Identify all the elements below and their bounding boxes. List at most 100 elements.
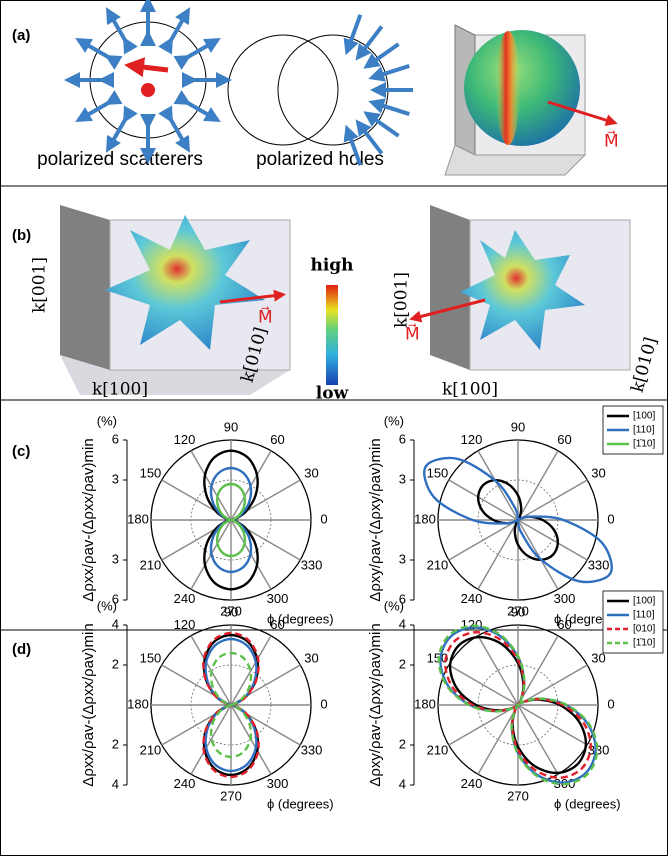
theta-tick-label: 330 [301,742,323,757]
theta-tick-label: 60 [270,432,284,447]
theta-tick-label: 210 [427,557,449,572]
velocity-arrow [110,116,127,145]
box-plane [60,205,110,370]
velocity-arrow [184,101,213,118]
colorbar [326,285,338,385]
theta-tick-label: 120 [174,432,196,447]
theta-tick-label: 300 [267,776,289,791]
velocity-arrow [82,42,111,59]
theta-tick-label: 90 [511,419,525,434]
theta-tick-label: 330 [301,557,323,572]
caption: polarized holes [256,149,384,170]
theta-tick-label: 30 [304,465,318,480]
spoke [478,520,518,589]
axis-label: k[100] [92,380,148,400]
theta-tick-label: 180 [414,696,436,711]
box-plane [430,205,470,370]
spoke [518,451,558,520]
theta-tick-label: 30 [591,465,605,480]
velocity-arrow [184,42,213,59]
theta-tick-label: 120 [174,617,196,632]
axis-label: k[001] [392,272,412,328]
velocity-arrow [169,14,186,43]
r-tick-label: 4 [399,776,406,791]
scatterer-circle [90,22,206,138]
theta-tick-label: 300 [554,591,576,606]
theta-tick-label: 270 [220,788,242,803]
theta-tick-label: 300 [267,591,289,606]
panel-label: (a) [12,27,30,44]
theta-tick-label: 90 [224,419,238,434]
panel-label: (b) [12,227,31,244]
velocity-arrow [110,14,127,43]
r-tick-label: 3 [112,471,119,486]
theta-tick-label: 60 [557,432,571,447]
y-axis-label: Δρxy/ρav-(Δρxy/ρav)min [367,623,384,786]
polarization-arrow [134,66,168,70]
r-tick-label: 4 [112,616,119,631]
legend-label: [100] [633,411,655,422]
y-axis-label: Δρxy/ρav-(Δρxy/ρav)min [367,438,384,601]
magnetization-label: M⃗ [258,306,273,327]
theta-tick-label: 240 [174,591,196,606]
y-axis-unit: (%) [97,598,117,613]
y-axis-unit: (%) [97,413,117,428]
theta-tick-label: 180 [127,511,149,526]
velocity-arrow [376,104,409,115]
r-tick-label: 6 [112,431,119,446]
legend-label: [1̄10] [633,638,655,649]
x-axis-label: ϕ (degrees) [554,796,621,811]
theta-tick-label: 0 [607,511,614,526]
theta-tick-label: 330 [588,557,610,572]
caption: polarized scatterers [37,149,203,170]
panel-b: M⃗ k[001] k[010] k[100] high low M⃗ k[00… [30,205,662,404]
theta-tick-label: 180 [127,696,149,711]
theta-tick-label: 120 [461,432,483,447]
r-tick-label: 6 [399,431,406,446]
panel-label: (d) [12,641,31,658]
theta-tick-label: 60 [270,617,284,632]
spoke [449,520,518,560]
theta-tick-label: 0 [320,511,327,526]
y-axis-label: Δρxx/ρav-(Δρxx/ρav)min [80,438,97,601]
r-tick-label: 3 [399,471,406,486]
y-axis-unit: (%) [384,598,404,613]
theta-tick-label: 150 [140,465,162,480]
velocity-arrow [82,101,111,118]
theta-tick-label: 0 [607,696,614,711]
hole-circle [278,35,388,145]
sphere-stripe [496,31,520,145]
r-tick-label: 2 [112,656,119,671]
r-tick-label: 3 [112,551,119,566]
legend-label: [1̄10] [633,439,655,450]
theta-tick-label: 180 [414,511,436,526]
colorbar-label: low [316,384,349,404]
x-axis-label: ϕ (degrees) [267,796,334,811]
spoke [518,480,587,520]
fermi-sphere [464,30,580,146]
theta-tick-label: 150 [140,650,162,665]
legend-label: [110] [633,610,655,621]
r-tick-label: 2 [399,736,406,751]
axis-label: k[100] [442,380,498,400]
legend-label: [110] [633,425,655,436]
theta-tick-label: 0 [320,696,327,711]
magnetization-label: M⃗ [604,130,619,151]
theta-tick-label: 30 [304,650,318,665]
velocity-arrow [169,116,186,145]
spoke [518,636,558,705]
theta-tick-label: 240 [461,591,483,606]
theta-tick-label: 240 [174,776,196,791]
r-tick-label: 2 [112,736,119,751]
figure: (a) (b) (c) (d) polarized scatterers pol… [0,0,668,856]
axis-label: k[010] [628,335,662,394]
spoke [449,705,518,745]
legend-label: [010] [633,624,655,635]
theta-tick-label: 240 [461,776,483,791]
legend-label: [100] [633,596,655,607]
theta-tick-label: 210 [140,557,162,572]
colorbar-label: high [310,256,353,276]
theta-tick-label: 150 [427,465,449,480]
axis-label: k[001] [30,257,50,313]
theta-tick-label: 90 [224,604,238,619]
